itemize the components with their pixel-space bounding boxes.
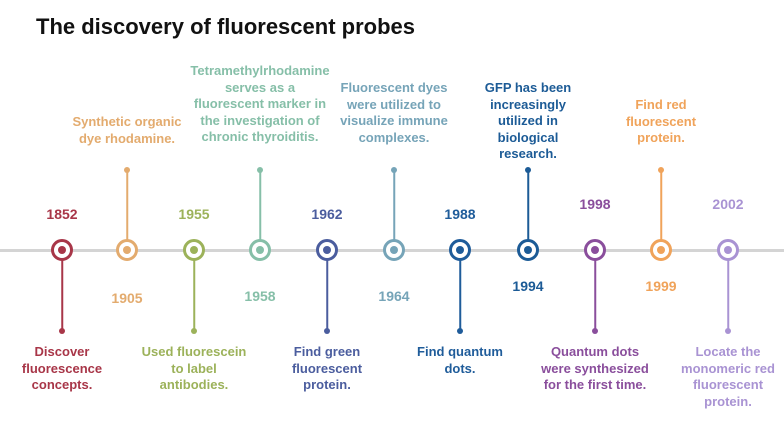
event-description-line: fluorescent bbox=[625, 113, 697, 129]
event-year: 1964 bbox=[378, 288, 410, 304]
event-description-line: Find quantum bbox=[417, 344, 503, 359]
stem-end-dot bbox=[457, 328, 463, 334]
event-description: Quantum dots were synthesized for the firs… bbox=[541, 344, 649, 394]
event-description-line: serves as a bbox=[224, 79, 296, 95]
event-year: 1988 bbox=[444, 206, 476, 222]
event-description-line: visualize immune bbox=[340, 113, 448, 128]
timeline-marker bbox=[116, 239, 138, 261]
event-description-line: research. bbox=[499, 146, 557, 161]
event-description-line: dye rhodamine. bbox=[78, 130, 176, 146]
event-description-line: fluorescent marker in bbox=[193, 96, 327, 111]
event-description-line: protein. bbox=[637, 130, 685, 145]
timeline-stem bbox=[660, 170, 662, 250]
event-description-line: chronic thyroiditis. bbox=[201, 129, 319, 144]
event-description: Find red fluorescent protein. bbox=[626, 97, 696, 147]
event-description-line: Synthetic organic bbox=[72, 114, 182, 129]
event-year: 1999 bbox=[645, 278, 677, 294]
stem-end-dot bbox=[391, 167, 397, 173]
stem-end-dot bbox=[725, 328, 731, 334]
event-description: Synthetic organic dye rhodamine. bbox=[72, 114, 181, 147]
event-description-line: Tetramethylrhodamine bbox=[190, 63, 330, 78]
event-description-line: GFP has been bbox=[484, 80, 572, 95]
timeline-marker bbox=[316, 239, 338, 261]
event-description: Find quantum dots. bbox=[417, 344, 503, 377]
event-year: 1955 bbox=[178, 206, 210, 222]
event-description-line: monomeric red bbox=[681, 360, 775, 376]
event-description: Tetramethylrhodamine serves as a fluoresce… bbox=[190, 63, 329, 146]
timeline-marker bbox=[51, 239, 73, 261]
event-description-line: Find red bbox=[635, 97, 687, 112]
event-description-line: fluorescent bbox=[692, 377, 764, 392]
timeline-marker bbox=[717, 239, 739, 261]
timeline-stem bbox=[594, 250, 596, 331]
timeline-marker bbox=[183, 239, 205, 261]
timeline-stem bbox=[459, 250, 461, 331]
event-description-line: concepts. bbox=[31, 377, 93, 392]
event-description-line: were utilized to bbox=[347, 96, 441, 112]
timeline-stem bbox=[126, 170, 128, 250]
stem-end-dot bbox=[124, 167, 130, 173]
timeline-marker bbox=[249, 239, 271, 261]
event-description-line: utilized in bbox=[498, 113, 558, 128]
timeline-marker bbox=[449, 239, 471, 261]
event-year: 2002 bbox=[712, 196, 744, 212]
event-year: 1994 bbox=[512, 278, 544, 294]
event-description-line: fluorescence bbox=[21, 360, 103, 376]
stem-end-dot bbox=[257, 167, 263, 173]
timeline-stem bbox=[727, 250, 729, 331]
timeline-stem bbox=[259, 170, 261, 250]
event-description-line: Find green bbox=[293, 344, 361, 359]
event-year: 1852 bbox=[46, 206, 78, 222]
timeline-stem bbox=[193, 250, 195, 331]
event-description-line: Used fluorescein bbox=[141, 344, 247, 359]
event-description: Find green fluorescent protein. bbox=[292, 344, 362, 394]
timeline-stem bbox=[326, 250, 328, 331]
event-description: GFP has been increasingly utilized in biolo… bbox=[485, 80, 571, 163]
event-description-line: Locate the bbox=[695, 344, 761, 359]
event-description: Fluorescent dyes were utilized to visualiz… bbox=[340, 80, 448, 146]
event-description: Locate the monomeric red fluorescent protei… bbox=[681, 344, 775, 410]
event-description-line: protein. bbox=[303, 377, 351, 392]
event-description-line: dots. bbox=[444, 360, 476, 376]
event-description-line: antibodies. bbox=[159, 377, 229, 392]
timeline-stem bbox=[61, 250, 63, 331]
page-title: The discovery of fluorescent probes bbox=[36, 14, 415, 39]
event-description-line: Fluorescent dyes bbox=[340, 80, 448, 95]
event-description-line: the investigation of bbox=[200, 112, 320, 128]
event-description-line: Quantum dots bbox=[550, 344, 640, 359]
stem-end-dot bbox=[658, 167, 664, 173]
event-year: 1958 bbox=[244, 288, 276, 304]
stem-end-dot bbox=[525, 167, 531, 173]
event-description-line: were synthesized bbox=[541, 360, 649, 376]
event-description-line: for the first time. bbox=[543, 377, 647, 392]
timeline-stem bbox=[527, 170, 529, 250]
event-description-line: Discover bbox=[34, 344, 90, 359]
event-description-line: fluorescent bbox=[291, 360, 363, 376]
event-year: 1905 bbox=[111, 290, 143, 306]
event-year: 1962 bbox=[311, 206, 343, 222]
event-description: Discover fluorescence concepts. bbox=[22, 344, 102, 394]
timeline-stem bbox=[393, 170, 395, 250]
event-description-line: to label bbox=[171, 360, 217, 376]
timeline-marker bbox=[650, 239, 672, 261]
event-year: 1998 bbox=[579, 196, 611, 212]
timeline-marker bbox=[584, 239, 606, 261]
stem-end-dot bbox=[592, 328, 598, 334]
event-description-line: complexes. bbox=[358, 129, 430, 145]
stem-end-dot bbox=[191, 328, 197, 334]
event-description-line: protein. bbox=[704, 393, 752, 409]
timeline-marker bbox=[383, 239, 405, 261]
timeline-marker bbox=[517, 239, 539, 261]
event-description: Used fluorescein to label antibodies. bbox=[142, 344, 247, 394]
event-description-line: increasingly bbox=[490, 96, 566, 112]
stem-end-dot bbox=[59, 328, 65, 334]
stem-end-dot bbox=[324, 328, 330, 334]
event-description-line: biological bbox=[497, 129, 559, 145]
